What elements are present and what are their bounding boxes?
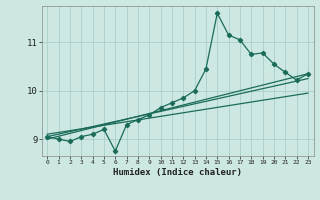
X-axis label: Humidex (Indice chaleur): Humidex (Indice chaleur) [113,168,242,177]
